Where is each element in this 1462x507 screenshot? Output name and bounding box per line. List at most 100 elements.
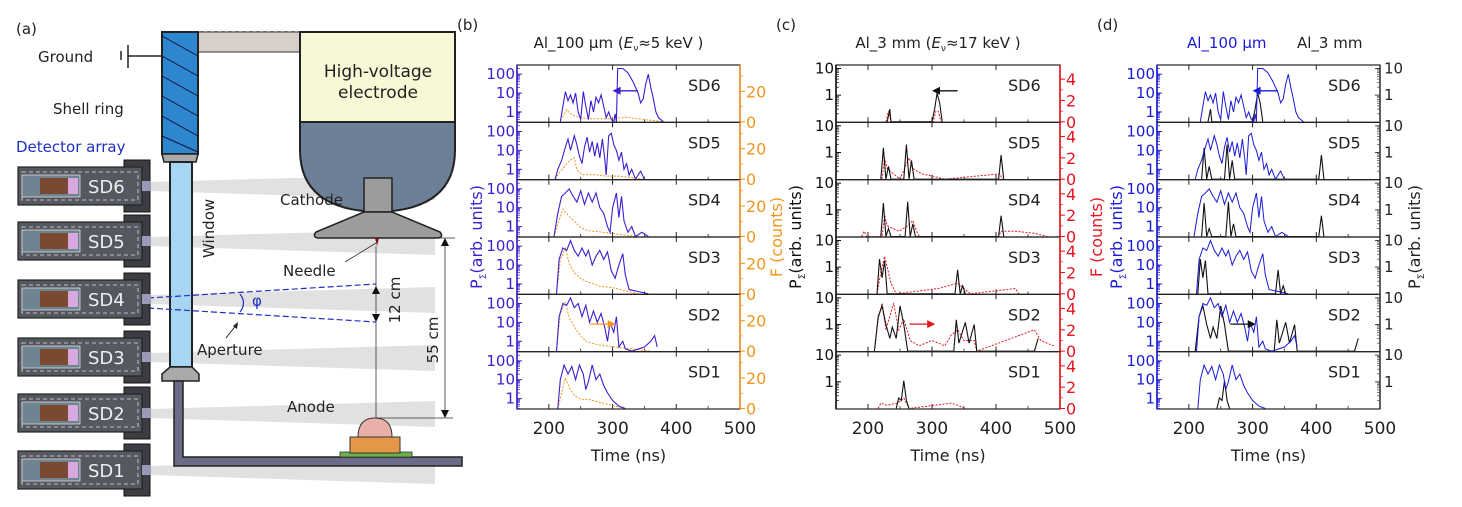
right-tick-label: 10: [1384, 117, 1403, 135]
subplot-label: SD1: [1328, 363, 1361, 382]
subplot-sd5: SD5 10 1 4 2 0: [815, 117, 1076, 189]
subplot-label: SD5: [688, 133, 721, 152]
x-tick-label: 500: [1044, 419, 1076, 439]
ylabel-p: P: [1405, 279, 1424, 289]
detector-label: SD5: [88, 232, 125, 253]
beam-sd3: [150, 345, 435, 371]
right-tick-label: 2: [1066, 321, 1076, 340]
y-axis-label-left: PΣ(arb. units): [786, 185, 808, 289]
subplot-label: SD4: [688, 191, 721, 210]
right-tick-label: 1: [1384, 258, 1394, 276]
detector-sensor: [40, 291, 68, 307]
detector-label: SD6: [88, 177, 125, 198]
dim-55-arrow-down: [441, 410, 449, 418]
right-tick-label: 10: [1384, 60, 1403, 78]
detector-window: [68, 178, 78, 194]
right-tick-label: 20: [746, 312, 766, 331]
ylabel-sigma: Σ: [479, 273, 489, 279]
left-tick-label: 100: [1126, 65, 1155, 83]
x-axis-label: Time (ns): [1230, 446, 1306, 465]
y-axis-label-right: PΣ(arb. units): [1405, 185, 1427, 289]
right-tick-label: 0: [1066, 285, 1076, 304]
right-tick-label: 0: [746, 342, 756, 361]
insulator-bar: [197, 31, 301, 53]
x-axis-label: Time (ns): [909, 446, 985, 465]
trace-al3mm-sd3: [1197, 259, 1287, 295]
left-tick-label: 1: [824, 86, 834, 104]
ylabel-rest: (arb. units): [1107, 185, 1126, 274]
right-tick-label: 1: [1384, 144, 1394, 162]
anode-dome: [357, 417, 393, 438]
dim-12-arrow-down: [372, 314, 380, 322]
panel-d-chart: (d)Al_100 µm Al_3 mmSD6100101101SD5100101…: [1097, 16, 1427, 465]
trace-p-sd5: [554, 132, 645, 181]
detector-port: [142, 352, 151, 362]
y-axis-label-right: F (counts): [1087, 197, 1106, 277]
left-tick-label: 100: [486, 65, 515, 83]
x-tick-label: 500: [1364, 419, 1396, 439]
left-tick-label: 10: [496, 84, 515, 102]
right-tick-label: 10: [1384, 174, 1403, 192]
right-tick-label: 1: [1384, 316, 1394, 334]
x-tick-label: 500: [724, 419, 756, 439]
panel-title-left: Al_100 µm: [1187, 34, 1266, 53]
right-tick-label: 0: [746, 170, 756, 189]
trace-al100-sd4: [1193, 188, 1289, 238]
x-tick-label: 300: [1236, 419, 1268, 439]
subplot-sd2: SD2 10 1 4 2 0: [815, 289, 1076, 361]
detector-label: SD1: [88, 461, 125, 482]
left-tick-label: 100: [486, 352, 515, 370]
cathode-label: Cathode: [280, 191, 343, 209]
right-tick-label: 2: [1066, 206, 1076, 225]
window-label: Window: [200, 199, 218, 258]
y-axis-label-left: PΣ(arb. units): [1107, 185, 1129, 289]
subplot-label: SD4: [1328, 191, 1361, 210]
detector-label: SD2: [88, 404, 125, 425]
title-E: E: [931, 34, 941, 52]
right-tick-label: 4: [1066, 185, 1076, 204]
needle-tip: [375, 238, 379, 246]
trace-p-sd6: [559, 67, 664, 123]
subplot-label: SD3: [1008, 248, 1041, 267]
detector-label: SD3: [88, 348, 125, 369]
hv-label-line2: electrode: [338, 83, 418, 103]
trace-p-sd4: [553, 187, 649, 238]
subplot-sd6: SD6 10 1 4 2 0: [815, 60, 1076, 132]
left-tick-label: 100: [486, 295, 515, 313]
aperture-line-top: [147, 283, 377, 299]
ylabel-p: P: [467, 279, 486, 289]
subplot-label: SD6: [1328, 76, 1361, 95]
detector-array-label: Detector array: [16, 138, 126, 156]
y-axis-label-right: F (counts): [767, 197, 786, 277]
panel-a-schematic: High-voltage electrode Cathode Window An…: [16, 20, 463, 497]
arrow-left-icon: [612, 86, 621, 95]
x-axis-label: Time (ns): [590, 446, 666, 465]
detector-sensor: [40, 349, 68, 365]
window-top-flange: [161, 153, 199, 163]
phi-label: φ: [252, 292, 262, 310]
subplot-label: SD1: [1008, 363, 1041, 382]
subplot-label: SD6: [688, 76, 721, 95]
left-tick-label: 1: [824, 258, 834, 276]
detector-port: [142, 408, 151, 418]
right-tick-label: 0: [746, 228, 756, 247]
right-tick-label: 0: [746, 285, 756, 304]
detector-sd4: SD4: [17, 272, 151, 326]
trace-p-sd1: [557, 363, 626, 410]
left-tick-label: 10: [815, 232, 834, 250]
right-tick-label: 4: [1066, 300, 1076, 319]
right-tick-label: 20: [746, 369, 766, 388]
title-part: Al_3 mm (: [855, 34, 931, 53]
subplot-label: SD2: [1008, 305, 1041, 324]
left-tick-label: 10: [815, 117, 834, 135]
hv-label-line1: High-voltage: [324, 62, 432, 82]
trace-f-sd1: [557, 376, 626, 409]
right-tick-label: 2: [1066, 149, 1076, 168]
beam-sd2: [150, 401, 435, 427]
ylabel-sigma: Σ: [1417, 273, 1427, 279]
ground-label: Ground: [38, 48, 93, 66]
